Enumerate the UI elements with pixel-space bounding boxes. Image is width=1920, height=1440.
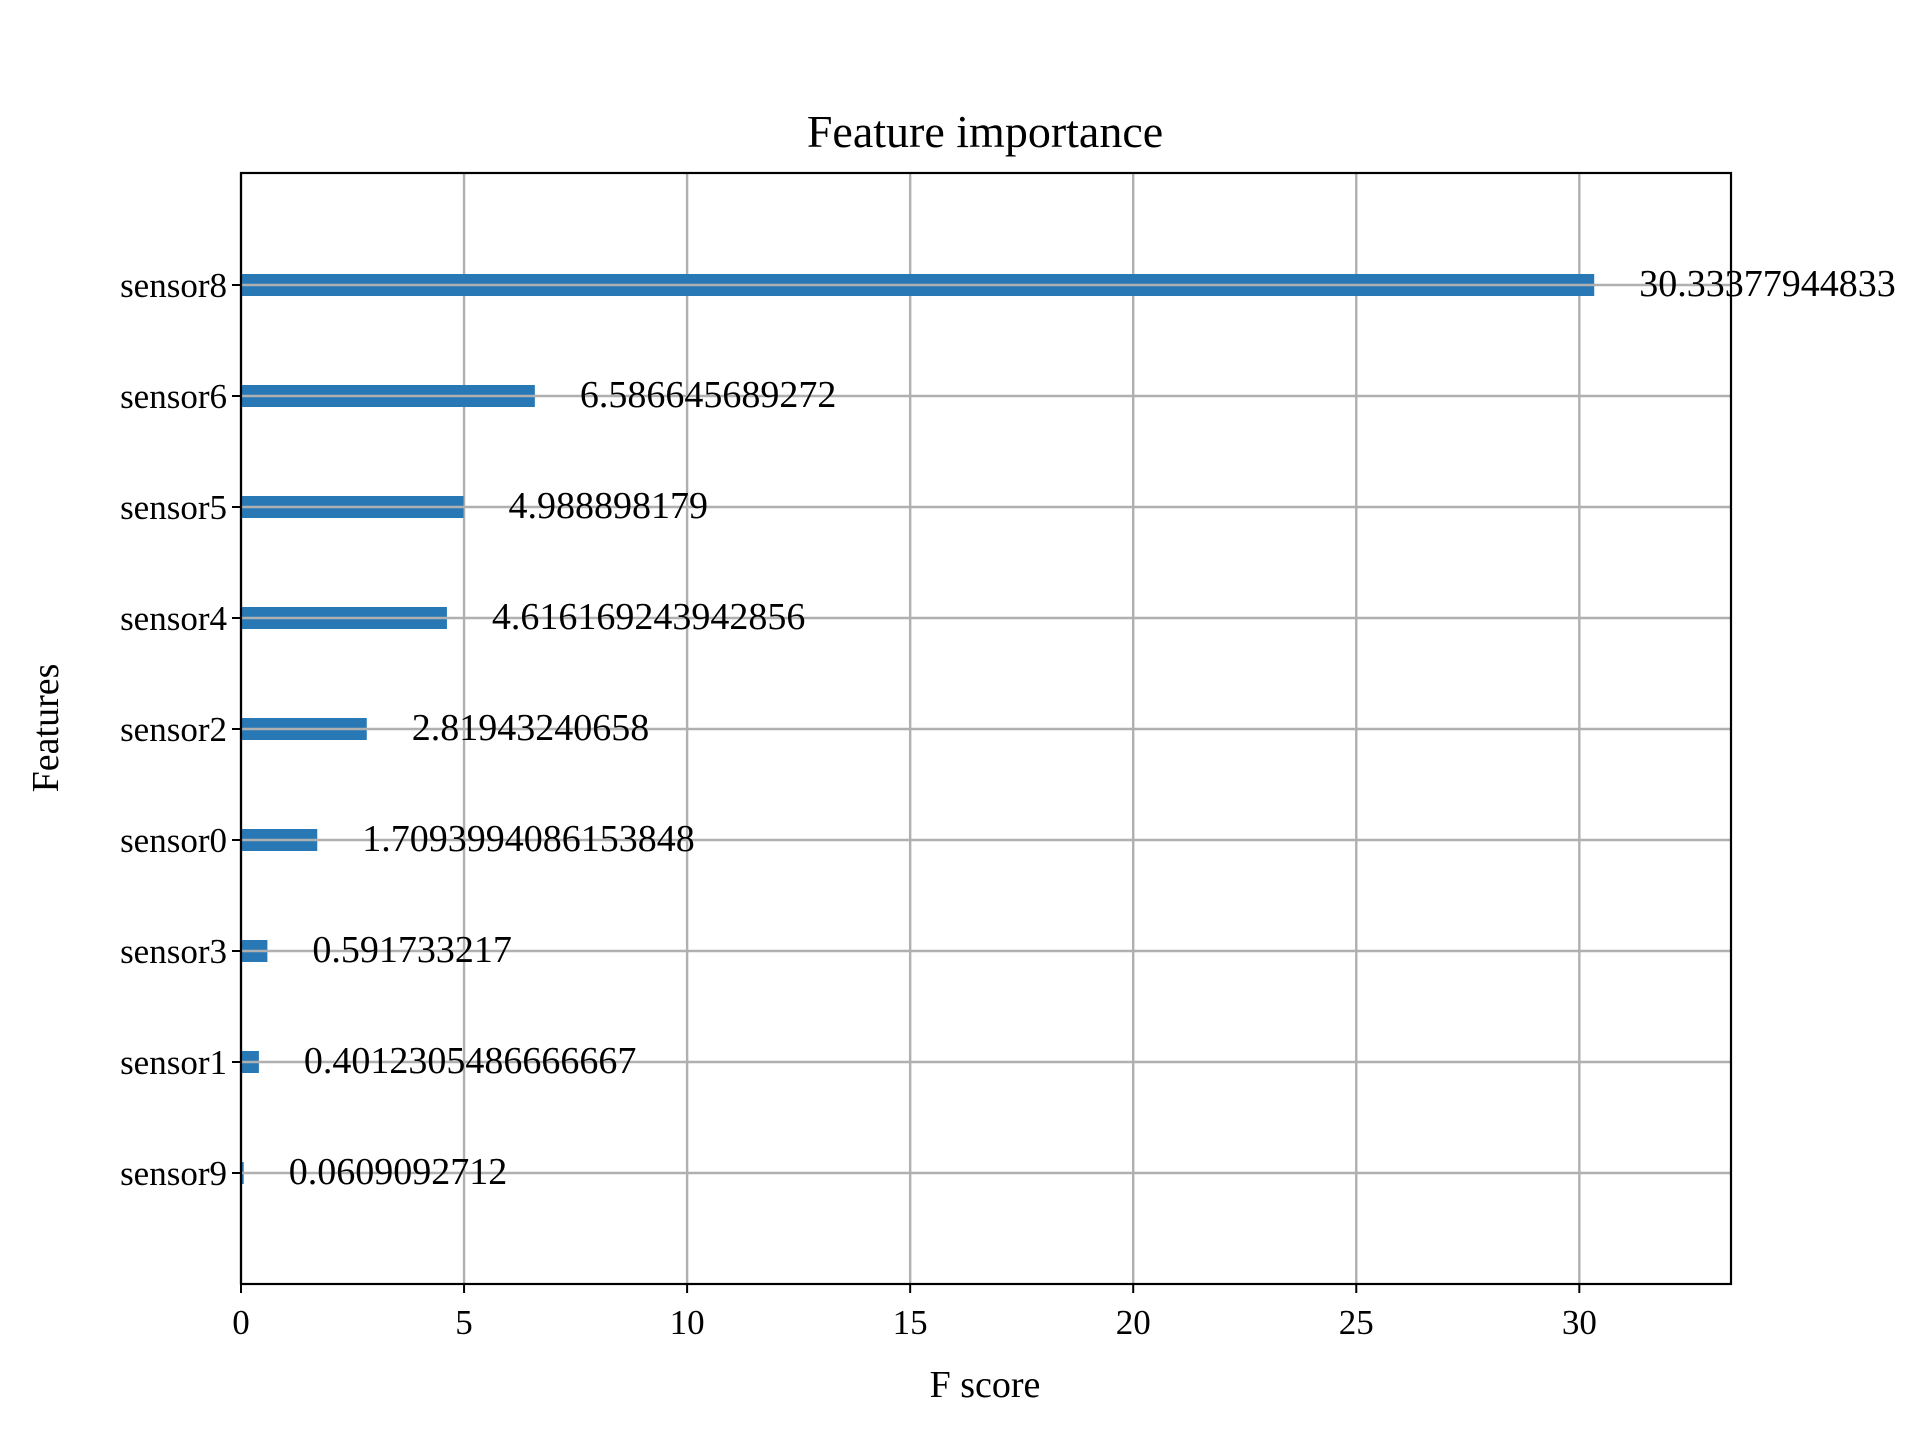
- x-tick-label: 25: [1339, 1303, 1374, 1342]
- x-tick-label: 10: [670, 1303, 705, 1342]
- y-tick-label-sensor8: sensor8: [120, 266, 227, 305]
- value-label-sensor2: 2.81943240658: [412, 707, 650, 749]
- row-gridline-layer: [241, 283, 1731, 1175]
- data-label-layer: 0.0609092712 0.4012305486666667 0.59173321…: [289, 263, 1896, 1193]
- y-tick-label-sensor2: sensor2: [120, 710, 227, 749]
- x-tick-label: 0: [232, 1303, 250, 1342]
- value-label-sensor9: 0.0609092712: [289, 1151, 508, 1193]
- x-tick-label: 20: [1116, 1303, 1151, 1342]
- value-label-sensor5: 4.988898179: [509, 485, 708, 527]
- y-axis-label: Features: [25, 664, 67, 793]
- y-tick-label-sensor1: sensor1: [120, 1043, 227, 1082]
- x-tick-label: 30: [1562, 1303, 1597, 1342]
- value-label-sensor4: 4.616169243942856: [492, 596, 806, 638]
- value-label-sensor8: 30.33377944833: [1639, 263, 1896, 305]
- value-label-sensor0: 1.7093994086153848: [362, 818, 695, 860]
- x-tick-layer: 0 5 10 15 20 25 30: [232, 1284, 1597, 1342]
- value-label-sensor6: 6.586645689272: [580, 374, 837, 416]
- y-tick-label-sensor9: sensor9: [120, 1154, 227, 1193]
- y-tick-label-sensor3: sensor3: [120, 932, 227, 971]
- y-tick-layer: sensor9 sensor1 sensor3 sensor0 sensor2 senso…: [120, 266, 241, 1193]
- x-tick-label: 5: [455, 1303, 473, 1342]
- y-tick-label-sensor6: sensor6: [120, 377, 227, 416]
- x-axis-label: F score: [930, 1364, 1041, 1406]
- y-tick-label-sensor0: sensor0: [120, 821, 227, 860]
- y-tick-label-sensor5: sensor5: [120, 488, 227, 527]
- y-tick-label-sensor4: sensor4: [120, 599, 227, 638]
- x-tick-label: 15: [893, 1303, 928, 1342]
- value-label-sensor3: 0.591733217: [312, 929, 512, 971]
- value-label-sensor1: 0.4012305486666667: [304, 1040, 636, 1082]
- chart-title: Feature importance: [807, 106, 1163, 157]
